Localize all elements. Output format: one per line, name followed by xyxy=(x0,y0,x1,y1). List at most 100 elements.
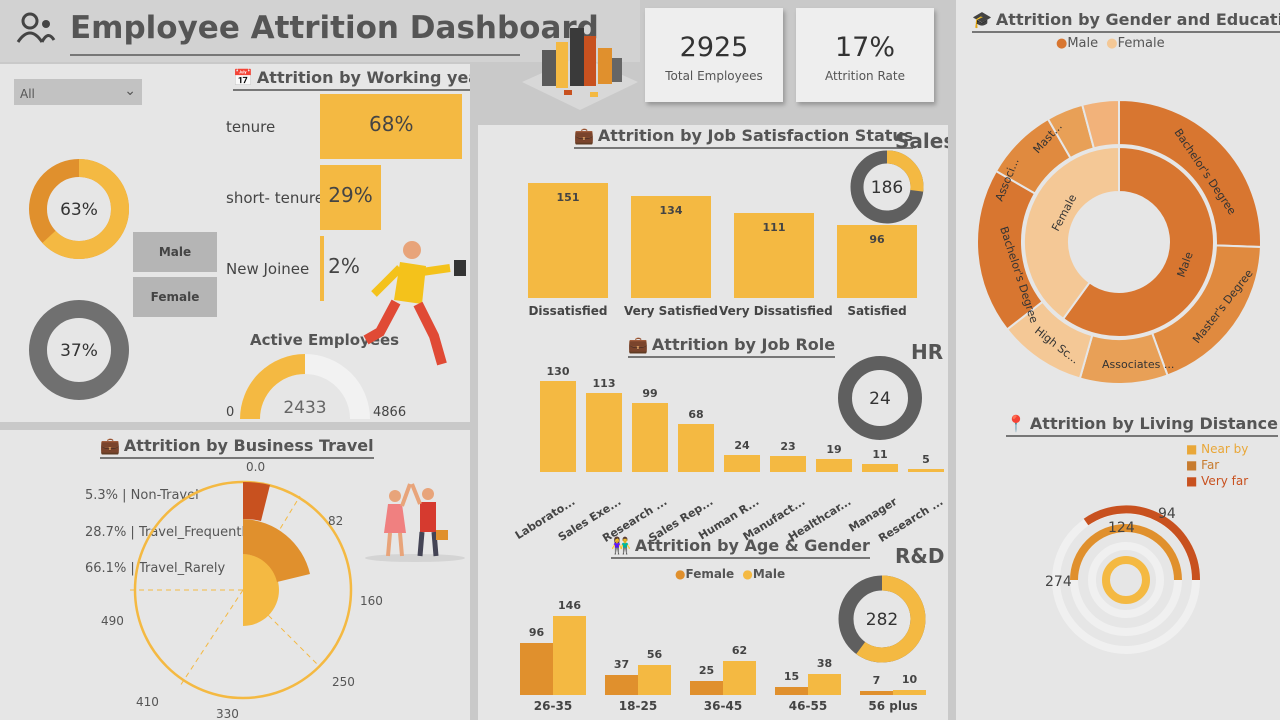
job-role-bar xyxy=(540,381,576,472)
distance-value-near: 274 xyxy=(1046,574,1072,590)
kpi-label: Total Employees xyxy=(665,69,763,83)
gauge-max: 4866 xyxy=(373,405,407,420)
gender-education-sunburst: Male Female Bachelor's Degree Master's D… xyxy=(976,98,1262,385)
female-filter-button[interactable]: Female xyxy=(133,277,217,317)
legend-near: ■ Near by xyxy=(1186,442,1249,456)
legend-female: Female xyxy=(1117,36,1165,51)
age-gender-value: 25 xyxy=(698,664,715,678)
gender-education-title-text: Attrition by Gender and Education xyxy=(995,10,1280,29)
calendar-icon: 📅 xyxy=(233,68,253,87)
living-distance-title: 📍 Attrition by Living Distance xyxy=(1006,414,1278,437)
kpi-value: 17% xyxy=(834,32,895,63)
legend-far: ■ Far xyxy=(1186,458,1220,472)
age-gender-bar-male xyxy=(723,661,756,695)
working-year-label: tenure xyxy=(226,118,276,136)
legend-very-far-label: Very far xyxy=(1201,474,1249,488)
travel-tick-2: 160 xyxy=(360,594,383,608)
job-role-bar xyxy=(724,455,760,472)
job-role-bar xyxy=(908,468,944,472)
age-gender-bar-female xyxy=(860,691,893,695)
satisfaction-category: Satisfied xyxy=(847,304,907,318)
working-year-label: short- tenure xyxy=(226,189,324,207)
sales-donut-value: 186 xyxy=(871,178,903,198)
age-gender-bar-female xyxy=(775,686,808,695)
active-employees-title: Active Employees xyxy=(250,331,400,349)
rd-dept-donut: 282 xyxy=(838,575,926,663)
filter-dropdown[interactable]: All ⌄ xyxy=(14,79,142,105)
job-role-bar xyxy=(816,458,852,472)
legend-male: Male xyxy=(752,567,786,581)
working-year-bar xyxy=(320,236,325,301)
gauge-fill xyxy=(240,354,306,420)
middle-panel: 💼 Attrition by Job Satisfaction Status Sa… xyxy=(478,125,948,720)
briefcase-icon: 💼 xyxy=(574,126,594,145)
job-role-value: 19 xyxy=(826,442,842,456)
hr-dept-label: HR xyxy=(911,340,944,364)
satisfaction-category: Very Satisfied xyxy=(623,304,719,318)
working-year-bar xyxy=(320,165,381,230)
living-distance-title-text: Attrition by Living Distance xyxy=(1029,414,1278,433)
satisfaction-value: 151 xyxy=(556,191,580,204)
city-illustration xyxy=(522,28,638,110)
location-pin-icon: 📍 xyxy=(1006,414,1026,433)
travel-frequently-arc xyxy=(243,519,310,582)
outer-label-2: Associates ... xyxy=(1102,358,1174,371)
age-gender-value: 146 xyxy=(558,599,581,612)
job-role-value: 99 xyxy=(642,386,658,400)
travel-legend-0: 5.3% | Non-Travel xyxy=(85,488,199,503)
job-role-bar xyxy=(586,392,622,472)
business-travel-panel: 💼 Attrition by Business Travel 5.3% | Non… xyxy=(0,430,470,720)
working-year-title: 📅 Attrition by Working year xyxy=(233,68,470,91)
satisfaction-category: Dissatisfied xyxy=(528,304,608,318)
rd-donut-value: 282 xyxy=(866,610,898,630)
right-panel: 🎓 Attrition by Gender and Education ●Male… xyxy=(956,0,1280,720)
travel-tick-4: 330 xyxy=(216,707,239,720)
donut-female-label: 37% xyxy=(60,341,98,361)
satisfaction-bar xyxy=(734,213,814,298)
gauge-min: 0 xyxy=(226,405,235,420)
legend-female-dot: ● xyxy=(675,567,686,581)
travel-tick-3: 250 xyxy=(332,675,355,689)
legend-far-label: Far xyxy=(1201,458,1220,472)
age-gender-title-text: Attrition by Age & Gender xyxy=(634,536,870,555)
satisfaction-value: 111 xyxy=(762,221,786,235)
age-gender-value: 7 xyxy=(872,674,881,688)
satisfaction-category: Very Dissatisfied xyxy=(719,304,833,318)
legend-female: Female xyxy=(685,567,735,581)
gender-education-title: 🎓 Attrition by Gender and Education xyxy=(972,10,1280,33)
legend-male: Male xyxy=(1067,36,1099,51)
business-travel-title-text: Attrition by Business Travel xyxy=(123,436,374,455)
age-gender-value: 96 xyxy=(528,626,545,640)
working-year-value: 29% xyxy=(328,183,373,207)
chevron-down-icon: ⌄ xyxy=(124,83,136,99)
travel-tick-5: 410 xyxy=(136,695,159,709)
donut-male: 63% xyxy=(29,159,129,259)
age-gender-bar-male xyxy=(553,616,586,695)
age-gender-bar-female xyxy=(605,674,638,695)
users-icon xyxy=(16,12,56,43)
job-role-value: 130 xyxy=(546,365,570,378)
living-distance-radial-chart: 274 124 94 xyxy=(1046,505,1201,654)
age-gender-category: 18-25 xyxy=(618,699,658,713)
age-gender-value: 62 xyxy=(731,644,748,658)
donut-female: 37% xyxy=(29,300,129,400)
age-gender-category: 46-55 xyxy=(788,699,828,713)
left-top-panel: All ⌄ 63% 37% Male Female 📅 Attrition by … xyxy=(0,64,470,422)
male-filter-button[interactable]: Male xyxy=(133,232,217,272)
header: Employee Attrition Dashboard xyxy=(0,0,640,62)
legend-very-far: ■ Very far xyxy=(1186,474,1249,488)
gauge-value: 2433 xyxy=(283,398,327,418)
briefcase-icon: 💼 xyxy=(100,436,120,455)
legend-male-dot: ● xyxy=(742,567,753,581)
filter-value: All xyxy=(20,87,35,101)
age-gender-bar-male xyxy=(808,674,841,695)
page-title: Employee Attrition Dashboard xyxy=(70,10,599,46)
briefcase-icon: 💼 xyxy=(628,335,648,354)
gender-education-legend: ●Male ●Female xyxy=(1056,36,1165,51)
age-gender-category: 56 plus xyxy=(868,699,918,713)
age-gender-value: 15 xyxy=(783,669,800,683)
age-gender-value: 10 xyxy=(901,672,918,686)
sunburst-segment xyxy=(1061,145,1215,338)
people-icon: 👫 xyxy=(611,536,631,555)
age-gender-title: 👫 Attrition by Age & Gender xyxy=(611,536,870,559)
